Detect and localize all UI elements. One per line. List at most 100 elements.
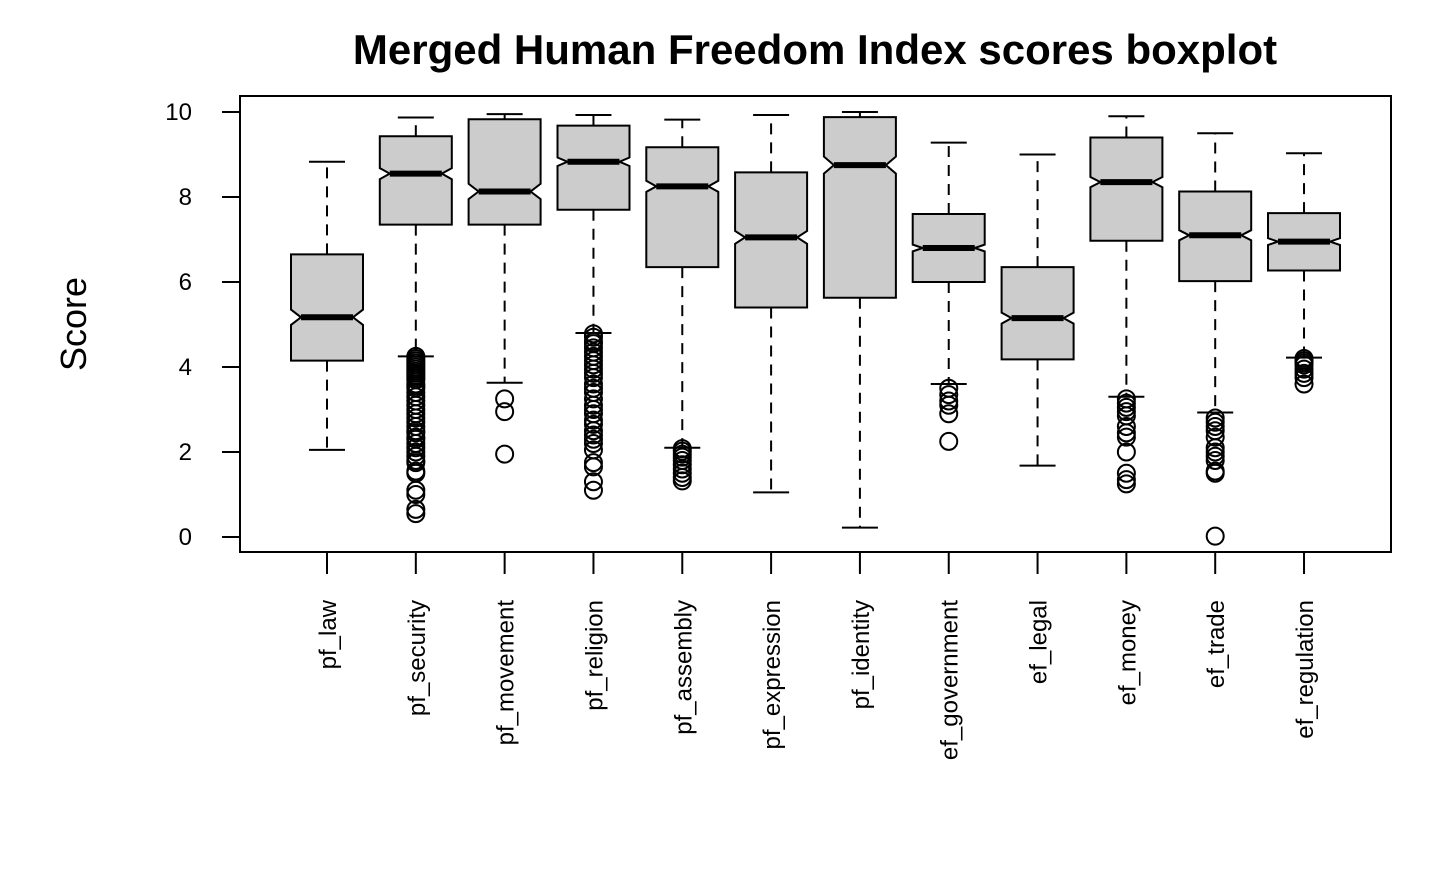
x-tick-label: pf_assembly <box>670 600 697 735</box>
outlier-point <box>583 434 603 453</box>
outlier-point <box>406 442 426 462</box>
box-pf_movement <box>467 113 542 464</box>
outlier-point <box>583 410 603 430</box>
box-pf_identity <box>822 111 897 529</box>
x-tick-label: pf_expression <box>759 600 786 749</box>
outlier-point <box>1205 412 1225 432</box>
outlier-point <box>406 499 426 519</box>
box-ef_government <box>911 141 986 451</box>
outlier-point <box>583 374 603 394</box>
box-body <box>645 146 720 269</box>
outlier-point <box>583 355 603 375</box>
outlier-point <box>1205 417 1225 436</box>
box-pf_expression <box>734 113 809 494</box>
outlier-point <box>1205 451 1225 470</box>
outlier-point <box>1116 474 1136 494</box>
outlier-point <box>406 408 426 428</box>
x-tick-label: pf_movement <box>493 600 520 746</box>
outlier-point <box>1294 374 1314 394</box>
outlier-point <box>1205 526 1225 546</box>
outlier-point <box>583 327 603 347</box>
outlier-point <box>406 504 426 524</box>
outlier-point <box>583 368 603 388</box>
box-body <box>556 124 631 211</box>
x-tick-label: ef_regulation <box>1292 600 1319 739</box>
box-body <box>822 116 897 299</box>
outlier-point <box>1116 427 1136 447</box>
outlier-point <box>406 438 426 458</box>
outlier-point <box>672 471 692 491</box>
outlier-point <box>583 414 603 434</box>
outlier-point <box>583 421 603 441</box>
outlier-point <box>1116 393 1136 413</box>
outlier-point <box>1205 438 1225 458</box>
x-tick-label: ef_legal <box>1026 600 1053 684</box>
outlier-point <box>1294 368 1314 388</box>
box-body <box>1000 266 1075 361</box>
x-tick-label: pf_security <box>404 600 431 716</box>
outlier-point <box>583 457 603 477</box>
y-tick-label: 2 <box>179 439 192 466</box>
y-tick-label: 8 <box>179 184 192 211</box>
outlier-point <box>1294 363 1314 383</box>
y-tick-label: 6 <box>179 269 192 296</box>
outlier-point <box>583 425 603 445</box>
box-body <box>290 253 364 362</box>
box-pf_religion <box>556 113 631 500</box>
y-axis: 0 2 4 6 8 10 <box>165 99 241 551</box>
outlier-point <box>583 395 603 415</box>
outlier-point <box>1205 427 1225 447</box>
outlier-point <box>1294 355 1314 375</box>
outlier-point <box>583 472 603 492</box>
box-ef_trade <box>1178 132 1253 546</box>
outlier-point <box>1205 463 1225 483</box>
box-body <box>467 118 542 226</box>
outlier-point <box>583 363 603 383</box>
outlier-point <box>939 385 959 405</box>
box-pf_assembly <box>645 118 720 491</box>
box-ef_regulation <box>1267 152 1341 394</box>
outlier-point <box>495 402 515 422</box>
box-body <box>378 135 453 226</box>
outlier-point <box>406 423 426 443</box>
x-tick-label: pf_law <box>315 599 342 669</box>
outlier-point <box>495 389 515 409</box>
outlier-point <box>1116 463 1136 483</box>
outlier-point <box>1116 397 1136 417</box>
box-ef_legal <box>1000 153 1075 467</box>
outlier-point <box>939 391 959 411</box>
outlier-point <box>406 485 426 504</box>
box-pf_law <box>290 160 364 451</box>
outlier-point <box>672 463 692 483</box>
outlier-point <box>1294 359 1314 379</box>
outlier-point <box>1116 423 1136 443</box>
outlier-point <box>672 459 692 479</box>
outlier-point <box>1205 408 1225 428</box>
y-tick-label: 4 <box>179 354 192 381</box>
outlier-point <box>406 480 426 500</box>
x-tick-label: ef_money <box>1114 600 1141 705</box>
y-tick-label: 10 <box>165 99 192 126</box>
outlier-point <box>583 359 603 379</box>
box-pf_security <box>378 116 453 524</box>
outlier-point <box>495 444 515 464</box>
x-tick-label: ef_trade <box>1203 600 1230 688</box>
box-body <box>1089 136 1164 242</box>
outlier-point <box>583 400 603 419</box>
x-axis: pf_law pf_security pf_movement pf_religion p… <box>315 551 1319 760</box>
outlier-point <box>583 480 603 500</box>
x-tick-label: pf_religion <box>581 600 608 711</box>
outlier-point <box>583 429 603 449</box>
chart-title: Merged Human Freedom Index scores boxplo… <box>353 26 1277 73</box>
outlier-point <box>583 389 603 409</box>
outlier-point <box>939 395 959 415</box>
y-tick-label: 0 <box>179 524 192 551</box>
outlier-point <box>939 404 959 424</box>
outlier-point <box>939 431 959 451</box>
boxes-layer <box>290 111 1341 546</box>
outlier-point <box>1116 470 1136 490</box>
y-axis-label: Score <box>53 277 94 371</box>
outlier-point <box>406 453 426 473</box>
box-ef_money <box>1089 115 1164 494</box>
